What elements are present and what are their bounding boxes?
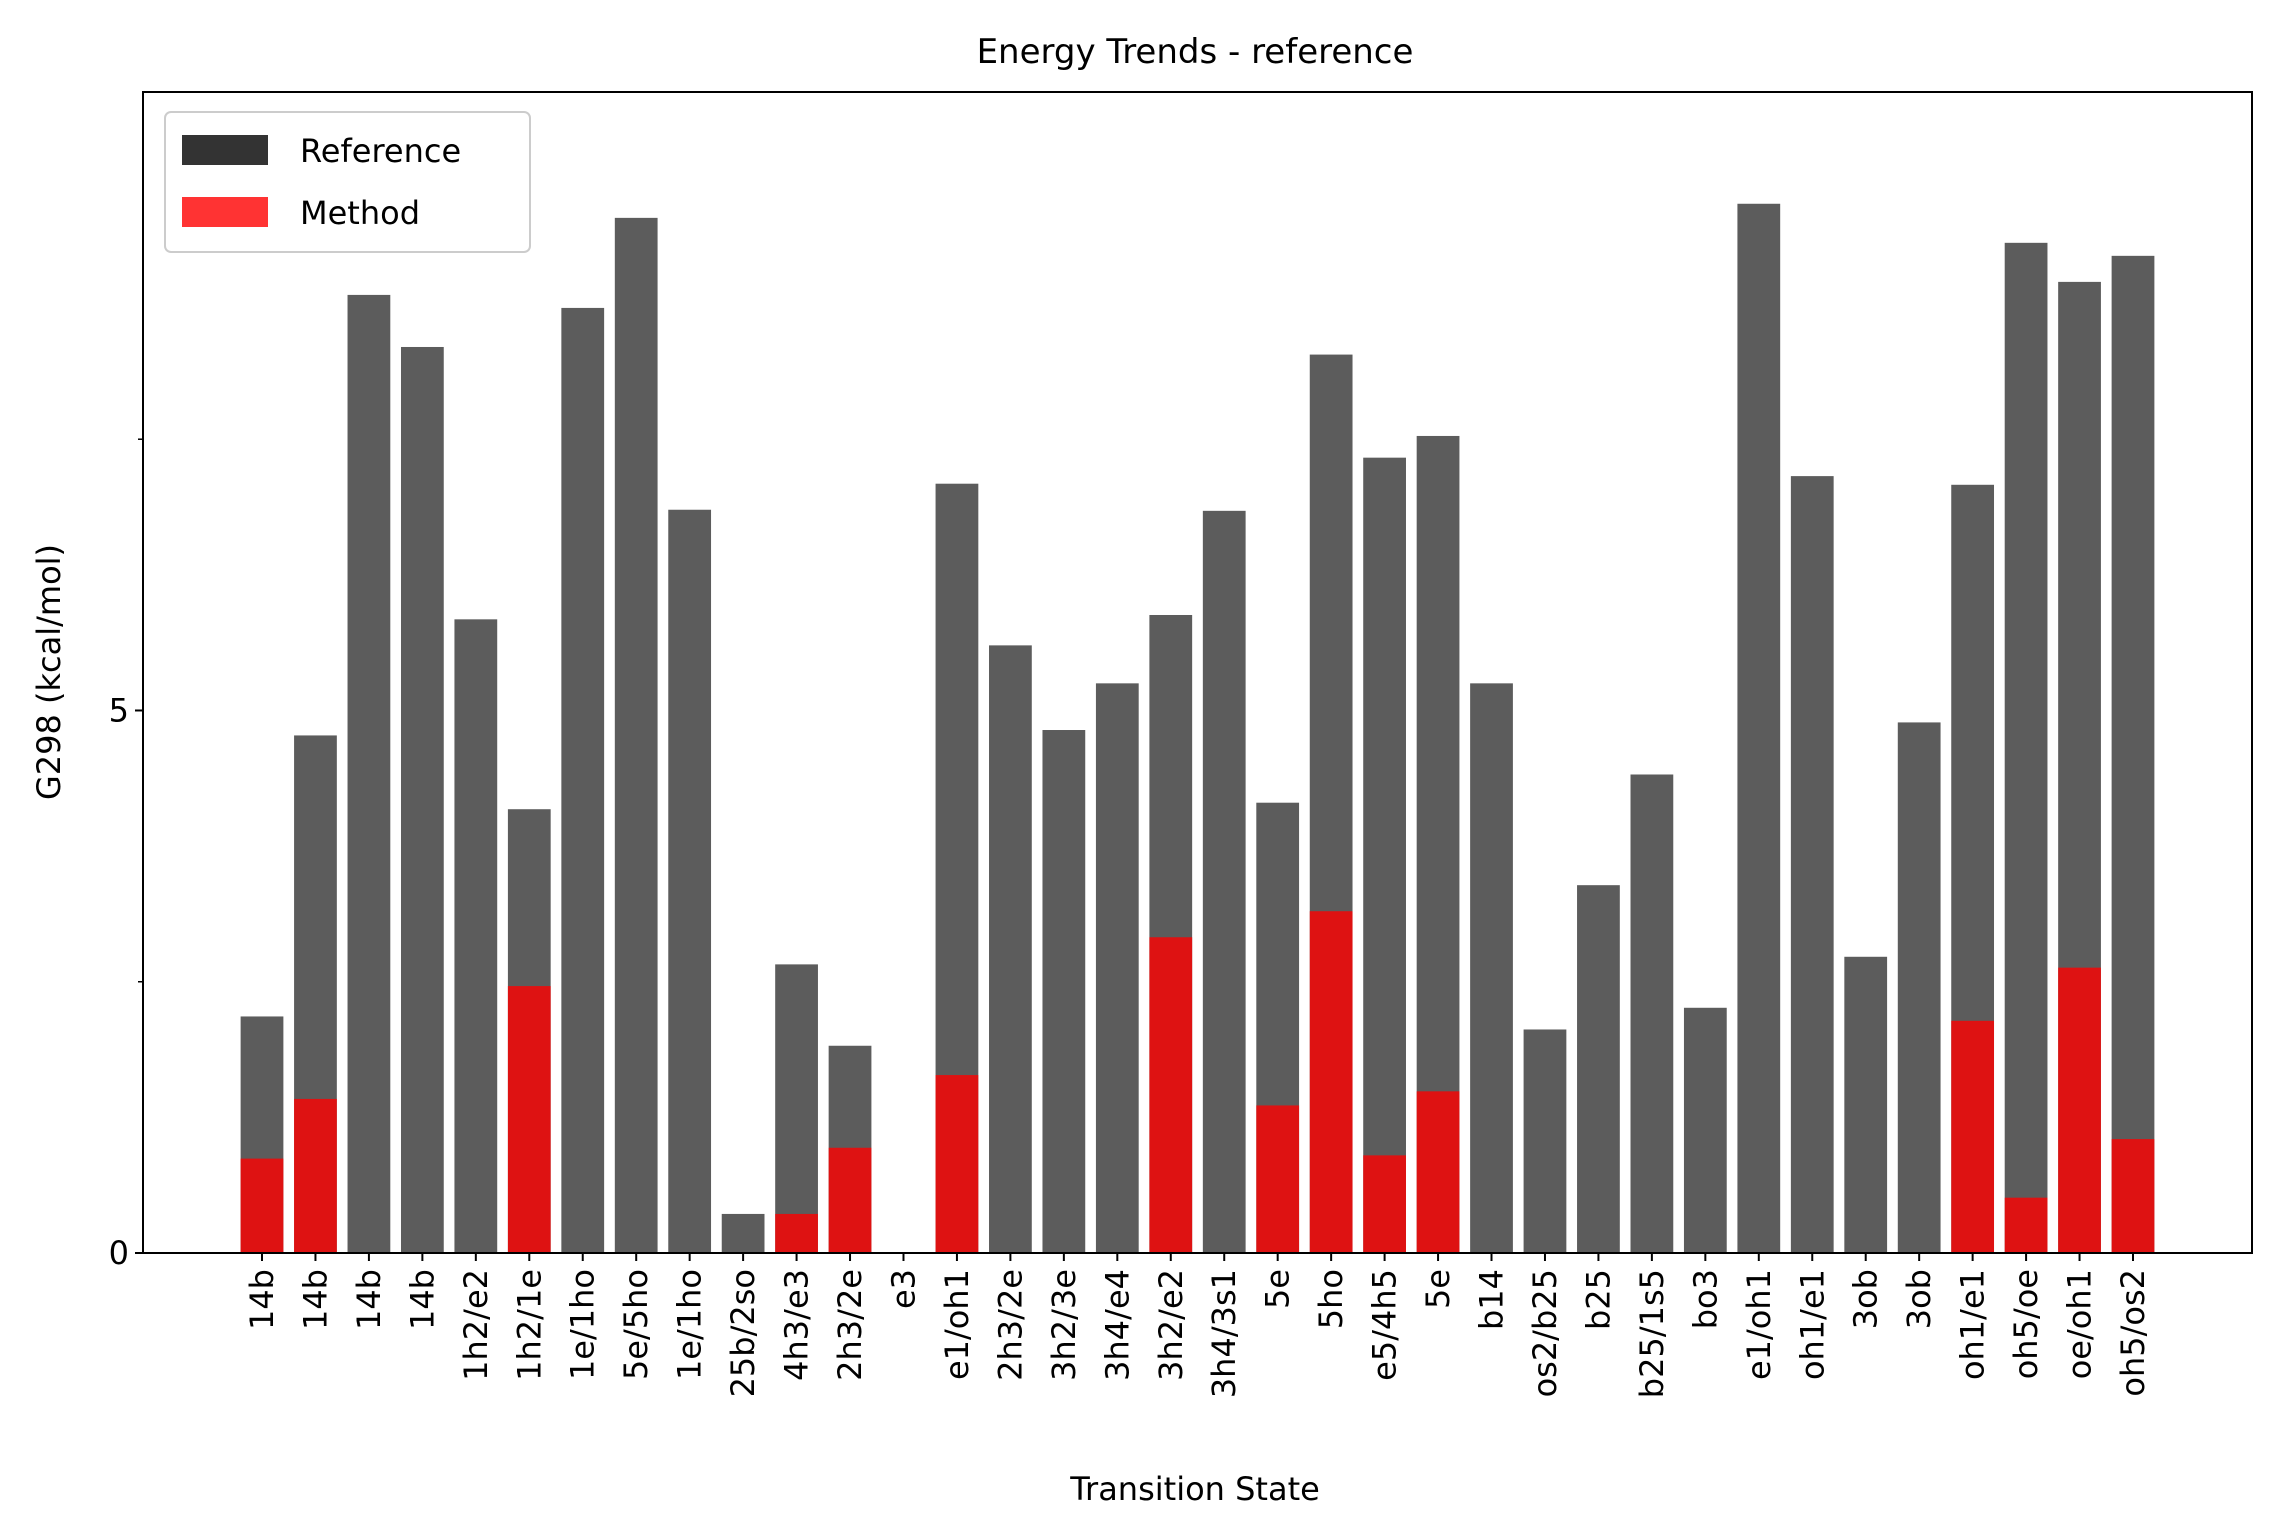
bar-reference	[1844, 956, 1888, 1253]
bar-reference	[2004, 242, 2048, 1253]
bar-method	[1149, 937, 1193, 1253]
bar-reference	[561, 307, 605, 1253]
bar-reference	[614, 217, 658, 1253]
x-tick-label: 14b	[403, 1269, 441, 1330]
x-tick-label: b14	[1473, 1269, 1511, 1330]
x-tick-label: oe/oh1	[2061, 1269, 2099, 1379]
y-axis-label: G298 (kcal/mol)	[30, 544, 68, 800]
chart-title: Energy Trends - reference	[977, 32, 1414, 72]
bar-method	[2111, 1139, 2155, 1253]
x-tick-label: e1/oh1	[1740, 1269, 1778, 1380]
x-tick-label: 3h4/3s1	[1205, 1269, 1243, 1398]
bar-method	[935, 1075, 979, 1253]
x-tick-label: 3h2/3e	[1045, 1269, 1083, 1381]
x-tick-label: os2/b25	[1526, 1269, 1564, 1397]
x-tick-label: 3h2/e2	[1152, 1269, 1190, 1381]
x-tick-label: 5ho	[1312, 1269, 1350, 1329]
bar-reference	[721, 1213, 765, 1253]
bar-reference	[1737, 203, 1781, 1254]
x-tick-label: b25	[1579, 1269, 1617, 1330]
bar-reference	[1577, 885, 1620, 1253]
x-tick-label: 1e/1ho	[564, 1269, 602, 1380]
bar-method	[1309, 911, 1353, 1253]
x-tick-label: 4h3/e3	[778, 1269, 816, 1381]
x-tick-label: 2h3/2e	[991, 1269, 1029, 1381]
x-tick-label: e3	[884, 1269, 922, 1309]
x-tick-label: 5e/5ho	[617, 1269, 655, 1380]
x-tick-label: oh1/e1	[1793, 1269, 1831, 1380]
x-tick-label: 1h2/1e	[510, 1269, 548, 1381]
bar-method	[240, 1158, 284, 1253]
x-tick-label: bo3	[1686, 1269, 1724, 1329]
bar-method	[1256, 1105, 1300, 1253]
x-tick-label: 1e/1ho	[671, 1269, 709, 1380]
bars-layer	[240, 203, 2155, 1254]
y-axis-ticks: 05	[109, 438, 143, 1272]
legend-label-reference: Reference	[300, 132, 461, 170]
bar-method	[2058, 967, 2101, 1253]
bar-reference	[989, 645, 1032, 1253]
x-tick-label: e5/4h5	[1366, 1269, 1404, 1381]
bar-method	[2004, 1197, 2048, 1253]
bar-reference	[1683, 1007, 1727, 1253]
bar-method	[1951, 1020, 1995, 1253]
legend-swatch-reference	[182, 135, 268, 165]
y-tick-label: 5	[109, 691, 129, 729]
bar-reference	[400, 346, 444, 1254]
bar-reference	[1470, 683, 1513, 1253]
bar-reference	[668, 509, 712, 1253]
x-tick-label: 3ob	[1847, 1269, 1885, 1329]
y-tick-label: 0	[109, 1234, 129, 1272]
bar-reference	[1042, 730, 1086, 1253]
bar-reference	[454, 619, 498, 1253]
bar-method	[1363, 1155, 1406, 1253]
bar-reference	[1897, 722, 1941, 1253]
bar-reference	[1523, 1029, 1567, 1253]
x-tick-label: e1/oh1	[938, 1269, 976, 1380]
bar-reference	[2111, 255, 2155, 1254]
x-tick-label: 5e	[1259, 1269, 1297, 1309]
bar-reference	[775, 964, 818, 1253]
legend-label-method: Method	[300, 194, 420, 232]
x-tick-label: 25b/2so	[724, 1269, 762, 1397]
bar-reference	[1790, 476, 1834, 1253]
x-tick-label: 3ob	[1900, 1269, 1938, 1329]
bar-reference	[347, 294, 391, 1253]
bar-method	[775, 1213, 818, 1253]
x-tick-label: 1h2/e2	[457, 1269, 495, 1381]
legend-swatch-method	[182, 197, 268, 227]
bar-reference	[1202, 510, 1246, 1254]
bar-reference	[1630, 774, 1674, 1253]
legend: Reference Method	[164, 111, 531, 253]
bar-method	[507, 986, 551, 1253]
x-tick-label: 2h3/2e	[831, 1269, 869, 1381]
bar-method	[294, 1098, 337, 1253]
bar-reference	[1095, 683, 1139, 1253]
x-axis-label: Transition State	[1069, 1470, 1320, 1508]
x-tick-label: 3h4/e4	[1098, 1269, 1136, 1381]
x-tick-label: 5e	[1419, 1269, 1457, 1309]
x-tick-label: 14b	[296, 1269, 334, 1330]
x-tick-label: oh5/os2	[2114, 1269, 2152, 1397]
bar-reference	[1363, 457, 1406, 1253]
x-tick-label: b25/1s5	[1633, 1269, 1671, 1398]
x-tick-label: 14b	[350, 1269, 388, 1330]
x-tick-label: oh5/oe	[2007, 1269, 2045, 1379]
x-axis-ticks: 14b 14b 14b 14b 1h2/e2 1h2/1e 1e/1ho 5e/5ho 1e/1…	[243, 1253, 2152, 1398]
bar-method	[1416, 1091, 1460, 1253]
bar-method	[828, 1147, 872, 1253]
plot-frame	[142, 91, 2253, 1254]
x-tick-label: 14b	[243, 1269, 281, 1330]
x-tick-label: oh1/e1	[1954, 1269, 1992, 1380]
